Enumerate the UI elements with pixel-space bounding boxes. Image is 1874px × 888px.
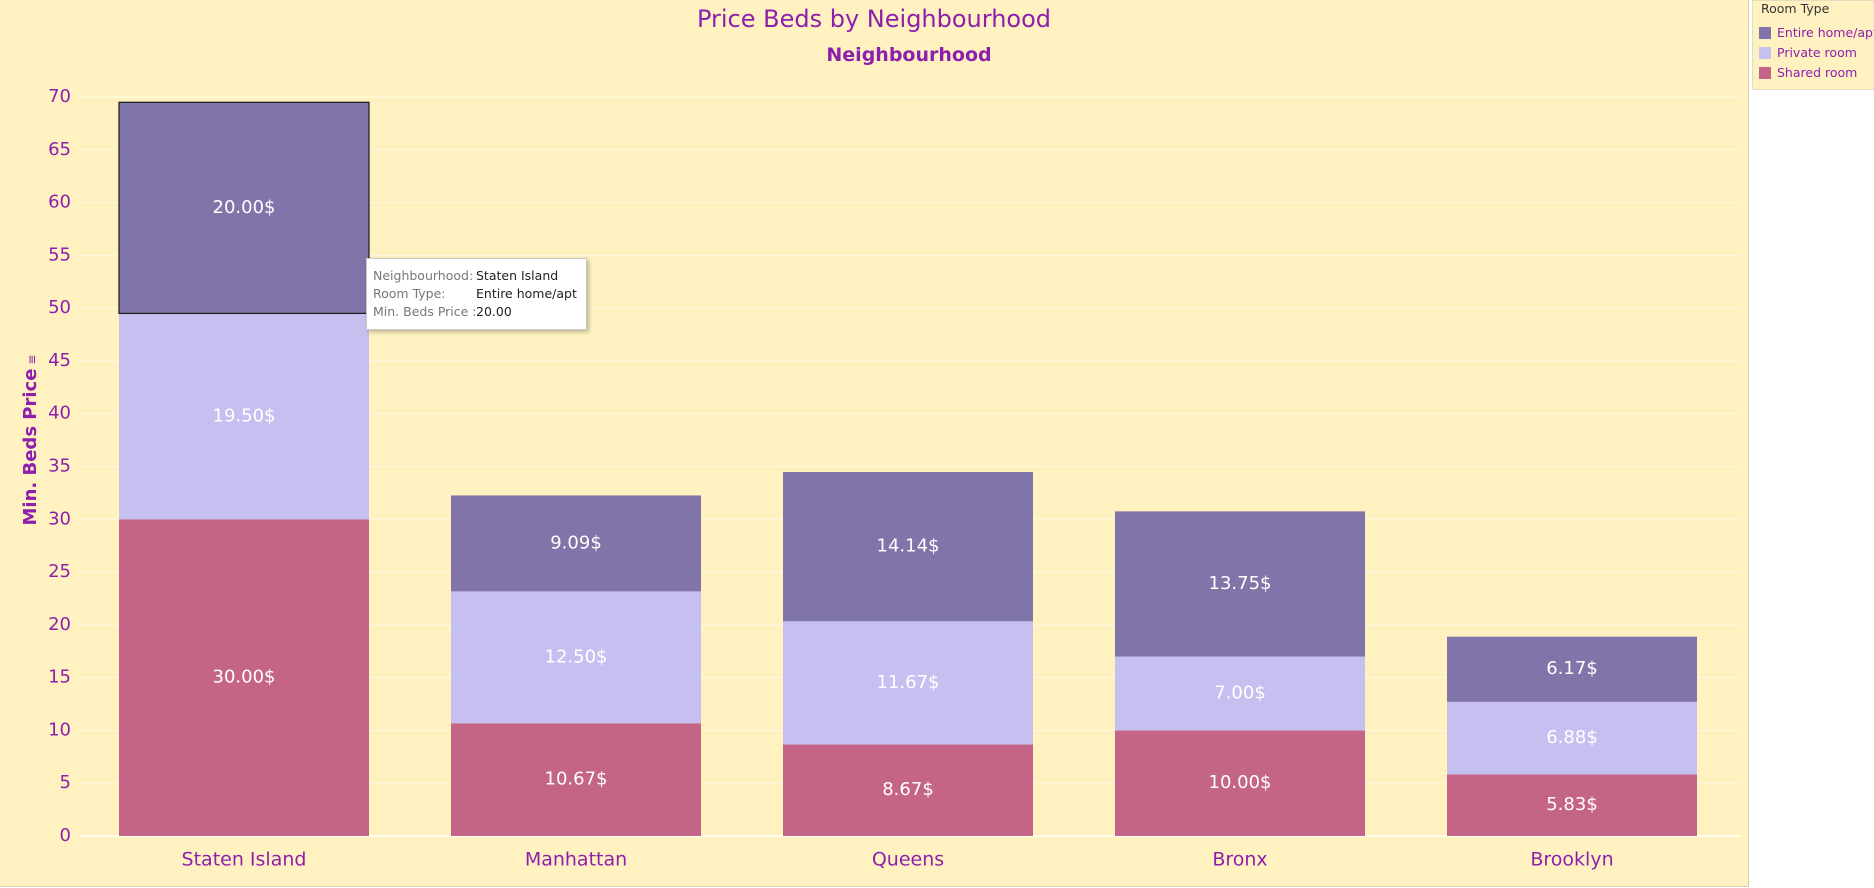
- bar-segment[interactable]: [1115, 730, 1365, 836]
- bar-segment[interactable]: [783, 471, 1033, 622]
- tooltip-key: Neighbourhood:: [373, 268, 474, 283]
- y-tick-label: 45: [48, 350, 71, 371]
- legend-swatch: [1759, 47, 1771, 59]
- x-category-label[interactable]: Brooklyn: [1530, 849, 1613, 871]
- x-category-label[interactable]: Bronx: [1212, 849, 1267, 871]
- data-label: 9.09$: [550, 532, 602, 553]
- bar-segment[interactable]: [1115, 656, 1365, 731]
- legend-title: Room Type: [1761, 1, 1830, 16]
- y-tick-label: 40: [48, 403, 71, 424]
- bar-segment[interactable]: [451, 723, 701, 836]
- bar-segment[interactable]: [451, 495, 701, 592]
- chart-panel: Price Beds by Neighbourhood Neighbourhoo…: [0, 0, 1749, 887]
- legend: Room Type Entire home/apt Private room S…: [1752, 0, 1874, 90]
- bar-segment[interactable]: [119, 313, 369, 520]
- tooltip-row-room-type: Room Type: Entire home/apt: [373, 286, 577, 303]
- data-label: 6.88$: [1546, 727, 1598, 748]
- tooltip-key: Room Type:: [373, 286, 446, 301]
- bar-segment[interactable]: [1447, 774, 1697, 836]
- bar-chart: 0 5 10 15 20 25 30 35 40 45 50 55 60 65 70 30.00$ 19.50…: [48, 86, 1740, 871]
- tooltip-value: Entire home/apt: [476, 286, 577, 301]
- data-label: 10.67$: [545, 769, 608, 790]
- data-label: 30.00$: [213, 667, 276, 688]
- tooltip-row-neighbourhood: Neighbourhood: Staten Island: [373, 268, 558, 285]
- y-tick-label: 10: [48, 719, 71, 740]
- bar-segment[interactable]: [1115, 511, 1365, 657]
- data-label: 12.50$: [545, 646, 608, 667]
- tooltip-value: Staten Island: [476, 268, 559, 283]
- legend-item-label: Entire home/apt: [1777, 25, 1874, 40]
- y-tick-label: 50: [48, 297, 71, 318]
- y-tick-label: 25: [48, 561, 71, 582]
- data-label: 7.00$: [1214, 682, 1266, 703]
- bar-segment[interactable]: [1447, 701, 1697, 775]
- y-axis-ticks: 0 5 10 15 20 25 30 35 40 45 50 55 60 65 70: [48, 86, 71, 846]
- y-tick-label: 5: [60, 772, 71, 793]
- y-tick-label: 65: [48, 139, 71, 160]
- data-label: 5.83$: [1546, 794, 1598, 815]
- bars: 30.00$ 19.50$ 20.00$ 10.67$ 12.50$ 9.09$ 8.67$…: [118, 101, 1697, 836]
- legend-item-shared-room[interactable]: Shared room: [1759, 65, 1857, 83]
- y-tick-label: 35: [48, 456, 71, 477]
- data-label: 6.17$: [1546, 658, 1598, 679]
- legend-swatch: [1759, 67, 1771, 79]
- y-tick-label: 30: [48, 508, 71, 529]
- x-category-label[interactable]: Manhattan: [525, 849, 627, 871]
- data-label: 10.00$: [1209, 772, 1272, 793]
- data-label: 19.50$: [213, 405, 276, 426]
- y-tick-label: 70: [48, 86, 71, 107]
- y-tick-label: 55: [48, 244, 71, 265]
- bar-segment[interactable]: [118, 101, 370, 315]
- x-axis-categories: Staten Island Manhattan Queens Bronx Brookly…: [182, 849, 1614, 871]
- y-tick-label: 60: [48, 192, 71, 213]
- tooltip-value: 20.00: [476, 304, 512, 319]
- x-axis-header: Neighbourhood: [826, 44, 992, 66]
- y-tick-label: 15: [48, 667, 71, 688]
- data-label: 11.67$: [877, 672, 940, 693]
- legend-item-label: Private room: [1777, 45, 1857, 60]
- tooltip: Neighbourhood: Staten Island Room Type: En…: [366, 258, 587, 330]
- bar-segment[interactable]: [119, 519, 369, 836]
- legend-item-label: Shared room: [1777, 65, 1858, 80]
- bar-segment[interactable]: [783, 744, 1033, 836]
- data-label: 8.67$: [882, 779, 934, 800]
- bar-segment[interactable]: [1447, 636, 1697, 702]
- y-tick-label: 20: [48, 614, 71, 635]
- data-label: 20.00$: [213, 197, 276, 218]
- tooltip-key: Min. Beds Price :: [373, 304, 477, 319]
- legend-item-entire-home[interactable]: Entire home/apt: [1759, 25, 1874, 43]
- legend-item-private-room[interactable]: Private room: [1759, 45, 1857, 63]
- x-category-label[interactable]: Queens: [872, 849, 944, 871]
- bar-segment[interactable]: [451, 591, 701, 724]
- chart-title: Price Beds by Neighbourhood: [696, 5, 1052, 33]
- data-label: 14.14$: [877, 536, 940, 557]
- bar-segment[interactable]: [783, 621, 1033, 745]
- x-category-label[interactable]: Staten Island: [182, 849, 307, 871]
- tooltip-row-min-beds-price: Min. Beds Price :20.00: [373, 304, 512, 321]
- y-tick-label: 0: [60, 825, 71, 846]
- legend-swatch: [1759, 27, 1771, 39]
- data-label: 13.75$: [1209, 573, 1272, 594]
